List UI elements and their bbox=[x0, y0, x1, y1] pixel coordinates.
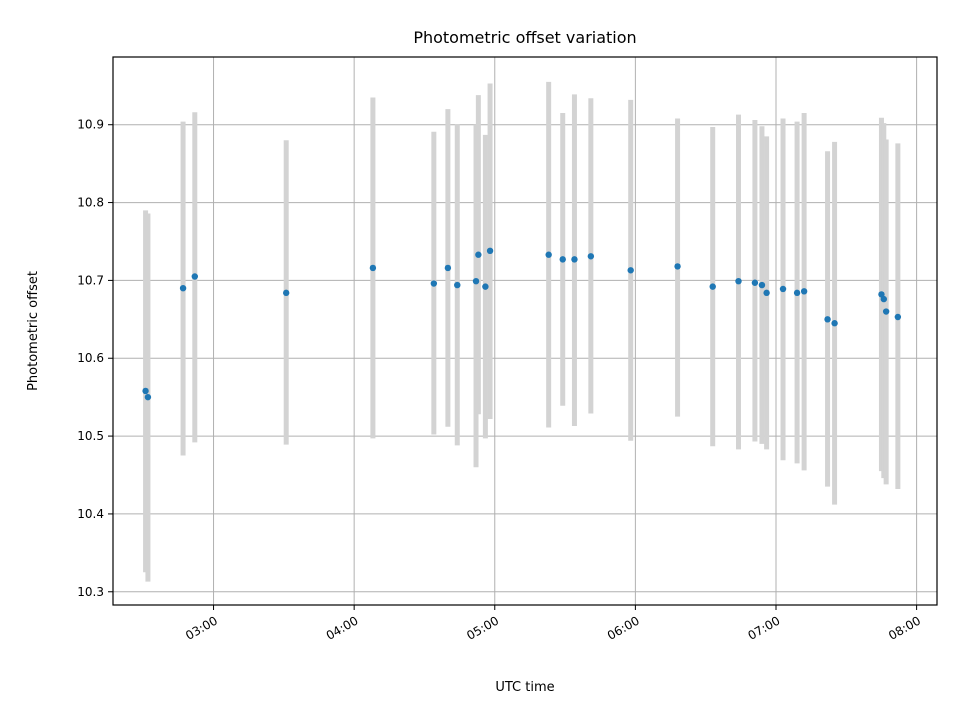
data-point bbox=[831, 320, 838, 327]
data-point bbox=[894, 313, 902, 321]
y-tick-label: 10.9 bbox=[77, 118, 104, 132]
y-tick-label: 10.6 bbox=[77, 351, 104, 365]
x-axis-label: UTC time bbox=[495, 680, 554, 695]
data-point bbox=[282, 289, 290, 297]
data-point bbox=[793, 289, 801, 297]
data-point bbox=[674, 263, 681, 270]
data-point bbox=[179, 284, 187, 292]
data-point bbox=[191, 273, 198, 280]
data-point bbox=[751, 279, 759, 286]
data-point bbox=[454, 281, 461, 289]
data-point bbox=[486, 247, 494, 255]
data-point bbox=[824, 316, 831, 323]
data-point bbox=[430, 280, 438, 287]
data-point bbox=[800, 288, 808, 295]
data-point bbox=[482, 283, 489, 290]
data-point bbox=[627, 267, 634, 274]
data-point bbox=[144, 393, 152, 401]
y-tick-label: 10.4 bbox=[77, 507, 104, 521]
data-point bbox=[587, 253, 595, 260]
y-axis: 10.3 10.4 10.5 10.6 10.7 10.8 10.9 bbox=[77, 118, 113, 599]
data-point bbox=[444, 264, 452, 272]
data-point bbox=[882, 308, 890, 315]
data-point bbox=[369, 264, 377, 272]
y-tick-label: 10.5 bbox=[77, 429, 104, 443]
grid bbox=[113, 57, 937, 605]
data-point bbox=[559, 256, 566, 263]
data-point bbox=[472, 277, 480, 285]
data-point bbox=[880, 295, 888, 303]
data-point bbox=[779, 285, 787, 293]
data-point bbox=[571, 256, 578, 263]
data-point bbox=[142, 387, 149, 395]
y-tick-label: 10.8 bbox=[77, 196, 104, 210]
data-point bbox=[758, 281, 766, 289]
chart-title: Photometric offset variation bbox=[413, 28, 636, 47]
data-point bbox=[763, 289, 770, 297]
plot-frame bbox=[112, 56, 938, 606]
y-tick-label: 10.3 bbox=[77, 585, 104, 599]
data-point bbox=[735, 277, 742, 285]
data-point bbox=[475, 251, 482, 258]
y-tick-label: 10.7 bbox=[77, 273, 104, 287]
data-point bbox=[709, 283, 716, 290]
data-markers bbox=[142, 247, 902, 401]
y-axis-label: Photometric offset bbox=[26, 271, 41, 391]
data-point bbox=[545, 251, 552, 258]
